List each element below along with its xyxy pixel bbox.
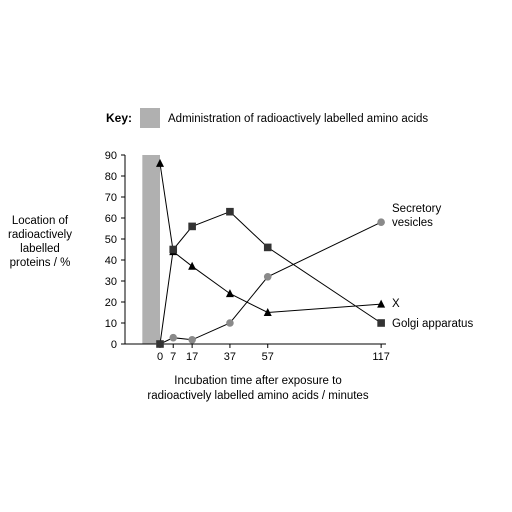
y-axis-label: Location of radioactively labelled prote… [8,215,72,269]
data-point [377,299,386,308]
series-label: vesicles [392,217,433,229]
data-point [377,319,385,327]
data-point [156,158,164,167]
data-point [225,289,234,298]
data-point [263,243,272,252]
y-tick-label: 10 [105,318,117,330]
data-point [156,340,164,348]
y-tick-label: 30 [105,276,117,288]
x-tick-label: 117 [372,351,390,363]
x-tick-label: 7 [170,351,176,363]
data-point [226,207,234,216]
x-axis-label-line: Incubation time after exposure to [174,375,342,387]
series-line [159,163,382,314]
data-point [188,336,196,344]
y-axis-label-line: labelled [20,243,60,255]
data-point [188,261,197,270]
y-tick-label: 70 [105,192,117,204]
series-line [159,221,382,345]
y-tick-label: 40 [105,255,117,267]
y-tick-label: 0 [111,339,117,351]
y-axis-label-line: Location of [12,215,69,227]
key-title: Key: [106,111,132,125]
y-tick-label: 50 [105,234,117,246]
x-axis-label: Incubation time after exposure to radioa… [147,375,368,402]
data-point [188,222,196,231]
series-line [159,211,382,345]
key-swatch [140,108,160,128]
x-tick-label: 37 [224,351,236,363]
data-point [263,273,272,281]
x-tick-label: 0 [157,351,163,363]
x-tick-label: 57 [262,351,274,363]
data-point [226,319,234,327]
data-point [377,218,385,226]
administration-bar [142,155,160,344]
y-axis-label-line: radioactively [8,229,72,241]
y-tick-label: 20 [105,297,117,309]
key-label: Administration of radioactively labelled… [168,113,428,125]
x-axis-label-line: radioactively labelled amino acids / min… [147,390,368,402]
y-tick-label: 90 [105,150,117,162]
series-label: X [392,298,400,310]
y-tick-label: 80 [105,171,117,183]
y-axis-label-line: proteins / % [10,257,71,269]
y-tick-label: 60 [105,213,117,225]
x-tick-label: 17 [186,351,198,363]
data-point [263,308,272,316]
data-point [169,333,178,342]
data-point [169,245,178,254]
series-label: Golgi apparatus [392,318,473,330]
series-label: Secretory [392,203,441,215]
